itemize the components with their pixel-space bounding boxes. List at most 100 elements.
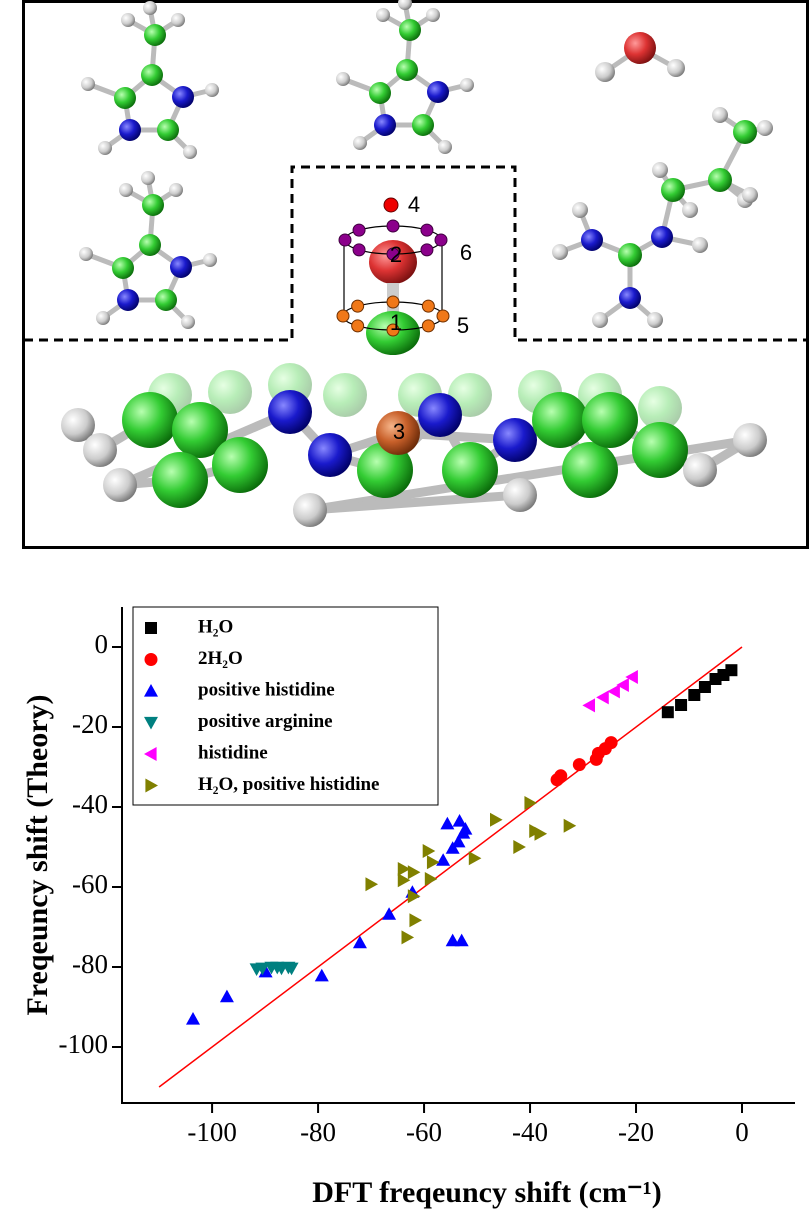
atom [171, 13, 185, 27]
atom [493, 418, 537, 462]
ring-dot [338, 233, 352, 247]
marker [625, 670, 638, 684]
atom [141, 171, 155, 185]
atom [155, 289, 177, 311]
legend-label: 2H₂O [198, 648, 243, 669]
atom [651, 226, 673, 248]
atom [119, 183, 133, 197]
atom [638, 386, 682, 430]
ring-dots [336, 219, 450, 337]
atom [157, 119, 179, 141]
atom [79, 247, 93, 261]
ring-dot [420, 223, 434, 237]
atom [369, 82, 391, 104]
marker [219, 989, 234, 1003]
atom [398, 0, 412, 10]
legend-marker [144, 716, 158, 730]
atom [683, 453, 717, 487]
x-tick-label: -40 [512, 1117, 548, 1147]
y-tick-label: -20 [72, 709, 108, 739]
atom [376, 8, 390, 22]
marker [284, 962, 299, 976]
atom [203, 253, 217, 267]
marker [186, 1012, 201, 1025]
atom [357, 442, 413, 498]
y-tick-label: -100 [59, 1029, 109, 1059]
atom [142, 194, 164, 216]
atom [81, 77, 95, 91]
marker [454, 933, 469, 947]
atom [208, 370, 252, 414]
marker [426, 855, 440, 870]
label: 1 [390, 310, 402, 335]
molecules [61, 0, 773, 527]
panel-frame [22, 0, 809, 549]
atom [581, 229, 603, 251]
marker [604, 736, 618, 750]
marker [489, 812, 503, 827]
atom [582, 392, 638, 448]
atom [98, 141, 112, 155]
atom [503, 478, 537, 512]
bond [309, 490, 521, 515]
atom [733, 423, 767, 457]
legend-label: histidine [198, 742, 268, 763]
atom [708, 168, 732, 192]
atom [119, 119, 141, 141]
marker [451, 834, 466, 848]
y-tick-label: -60 [72, 869, 108, 899]
ring-dot [421, 319, 435, 333]
legend-label: H₂O, positive histidine [198, 774, 379, 795]
marker [616, 678, 629, 692]
marker [572, 758, 586, 772]
marker [407, 889, 421, 904]
atom [757, 120, 773, 136]
marker [314, 968, 329, 982]
atom [562, 442, 618, 498]
atom [172, 402, 228, 458]
chart: DFT freqeuncy shift (cm⁻¹) Freqeuncy shi… [21, 606, 795, 1209]
atom [442, 442, 498, 498]
atom [572, 202, 588, 218]
atom [103, 468, 137, 502]
atom [353, 136, 367, 150]
atom [742, 187, 758, 203]
atom [61, 408, 95, 442]
ring-dot [351, 299, 365, 313]
marker [440, 816, 455, 830]
atom [141, 64, 163, 86]
atom [618, 243, 642, 267]
ring-dot [434, 233, 448, 247]
marker [524, 796, 538, 810]
y-tick-label: 0 [95, 629, 109, 659]
dot [383, 197, 399, 213]
marker [596, 690, 609, 705]
atom [117, 289, 139, 311]
x-tick-label: -100 [187, 1117, 237, 1147]
marker [607, 684, 620, 699]
atom [323, 373, 367, 417]
marker [563, 818, 577, 833]
atom [438, 140, 452, 154]
marker [445, 841, 460, 854]
legend-marker [145, 778, 158, 793]
atom [143, 1, 157, 15]
marker [424, 872, 438, 886]
ring-dot [386, 295, 400, 309]
marker [445, 933, 460, 947]
atom [152, 452, 208, 508]
atom [114, 87, 136, 109]
structure-panel: 1 2 3 4 5 6 [22, 0, 809, 549]
atom [652, 162, 668, 178]
ring-dot [386, 219, 400, 233]
atom [336, 72, 350, 86]
x-tick-label: -80 [300, 1117, 336, 1147]
atom [212, 437, 268, 493]
atom [692, 237, 708, 253]
atom [532, 392, 588, 448]
y-tick-label: -80 [72, 949, 108, 979]
marker [409, 913, 423, 928]
atom [376, 411, 420, 455]
atom [396, 59, 418, 81]
legend-marker [144, 684, 158, 697]
